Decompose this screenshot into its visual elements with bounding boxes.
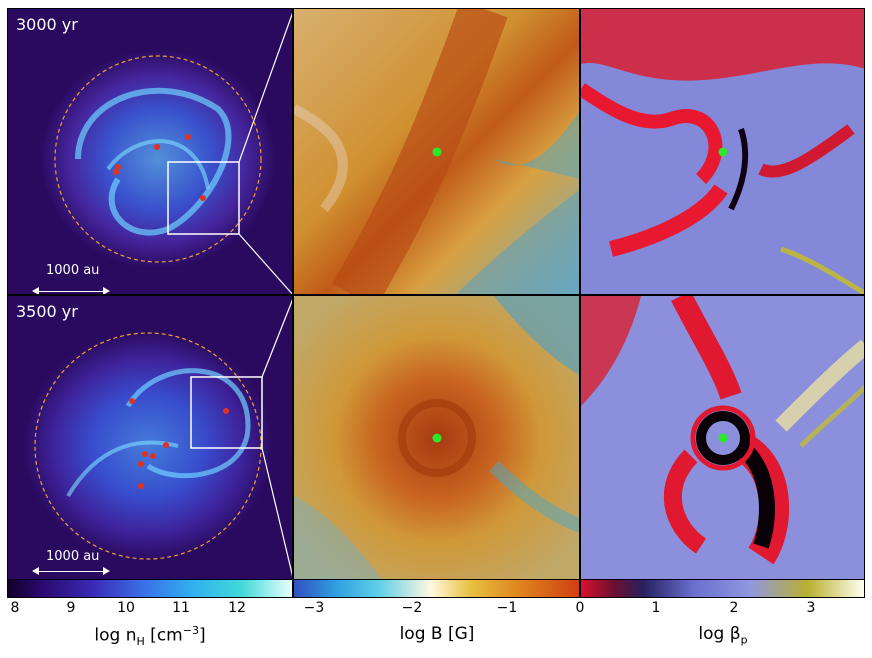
density-tick: 11 — [172, 600, 190, 616]
bfield-tick: 0 — [575, 600, 585, 616]
density-tick: 8 — [10, 600, 20, 616]
beta-tick: 3 — [806, 600, 816, 616]
bfield-colorbar — [293, 579, 580, 598]
zoom-box — [167, 161, 240, 235]
zoom-box — [190, 376, 263, 449]
sink-particle — [163, 442, 169, 448]
density-tick: 12 — [228, 600, 246, 616]
protostar-marker — [718, 147, 728, 157]
sink-particle — [142, 451, 148, 457]
beta-panel-top — [580, 8, 865, 295]
bfield-tick: −3 — [303, 600, 325, 616]
scale-label: 1000 au — [46, 263, 100, 278]
beta-image-bottom — [581, 296, 864, 580]
protostar-marker — [432, 147, 442, 157]
density-tick: 9 — [66, 600, 76, 616]
density-tick: 10 — [117, 600, 135, 616]
protostar-marker — [432, 433, 442, 443]
sink-particle — [138, 483, 144, 489]
density-image-top — [8, 9, 292, 294]
sink-particle — [115, 164, 121, 170]
bfield-image-top — [294, 9, 579, 294]
scale-label: 1000 au — [46, 549, 100, 564]
sink-particle — [154, 144, 160, 150]
density-panel-top: 3000 yr 1000 au — [7, 8, 293, 295]
bfield-image-bottom — [294, 296, 579, 580]
beta-colorbar-label: log βp — [698, 624, 748, 647]
sink-particle — [129, 398, 135, 404]
sink-particle — [150, 453, 156, 459]
bfield-colorbar-label: log B [G] — [399, 624, 475, 644]
sink-particle — [223, 408, 229, 414]
density-colorbar-label: log nH [cm−3] — [94, 624, 206, 649]
beta-tick: 2 — [729, 600, 739, 616]
bfield-panel-bottom — [293, 295, 580, 581]
density-panel-bottom: 3500 yr 1000 au — [7, 295, 293, 581]
bfield-panel-top — [293, 8, 580, 295]
bfield-tick: −2 — [401, 600, 423, 616]
beta-panel-bottom — [580, 295, 865, 581]
scale-bar — [32, 287, 110, 294]
sink-particle — [200, 195, 206, 201]
beta-tick: 1 — [651, 600, 661, 616]
sink-particle — [113, 169, 119, 175]
time-label: 3000 yr — [16, 15, 78, 34]
beta-colorbar — [580, 579, 865, 598]
density-colorbar — [7, 579, 293, 598]
sink-particle — [138, 461, 144, 467]
protostar-marker — [718, 433, 728, 443]
bfield-tick: −1 — [496, 600, 518, 616]
density-image-bottom — [8, 296, 292, 580]
time-label: 3500 yr — [16, 302, 78, 321]
sink-particle — [185, 134, 191, 140]
beta-image-top — [581, 9, 864, 294]
scale-bar — [32, 567, 110, 575]
